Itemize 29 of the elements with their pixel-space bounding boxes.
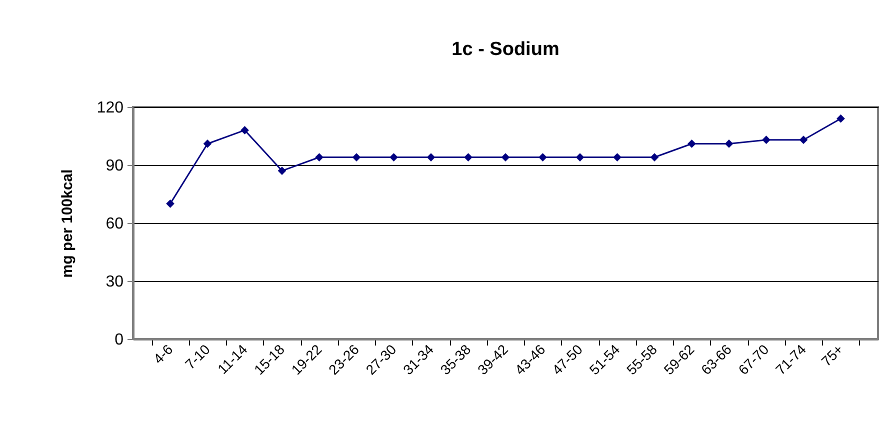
x-tick-label: 7-10 — [182, 340, 214, 372]
point — [613, 153, 622, 162]
chart-title: 1c - Sodium — [452, 39, 560, 60]
point — [762, 136, 770, 144]
point — [650, 153, 659, 162]
point — [315, 153, 324, 162]
point — [203, 140, 212, 148]
point — [240, 126, 249, 134]
x-tick-label: 4-6 — [150, 340, 176, 367]
point — [576, 153, 584, 162]
point — [501, 153, 510, 162]
point — [352, 153, 361, 162]
x-tick-label: 75+ — [818, 341, 846, 370]
point — [464, 153, 472, 162]
y-axis-title: mg per 100kcal — [58, 169, 76, 278]
point — [278, 166, 286, 175]
y-tick-label: 60 — [106, 216, 124, 232]
y-tick-label: 120 — [96, 100, 124, 116]
y-tick-label: 30 — [106, 274, 124, 290]
point — [688, 140, 696, 148]
y-tick-label: 90 — [106, 158, 124, 174]
point — [538, 153, 547, 162]
point — [799, 136, 808, 144]
point — [426, 153, 436, 162]
point — [166, 199, 174, 208]
point — [836, 114, 845, 123]
point — [390, 153, 398, 162]
y-tick-label: 0 — [114, 332, 124, 348]
point — [724, 140, 734, 148]
